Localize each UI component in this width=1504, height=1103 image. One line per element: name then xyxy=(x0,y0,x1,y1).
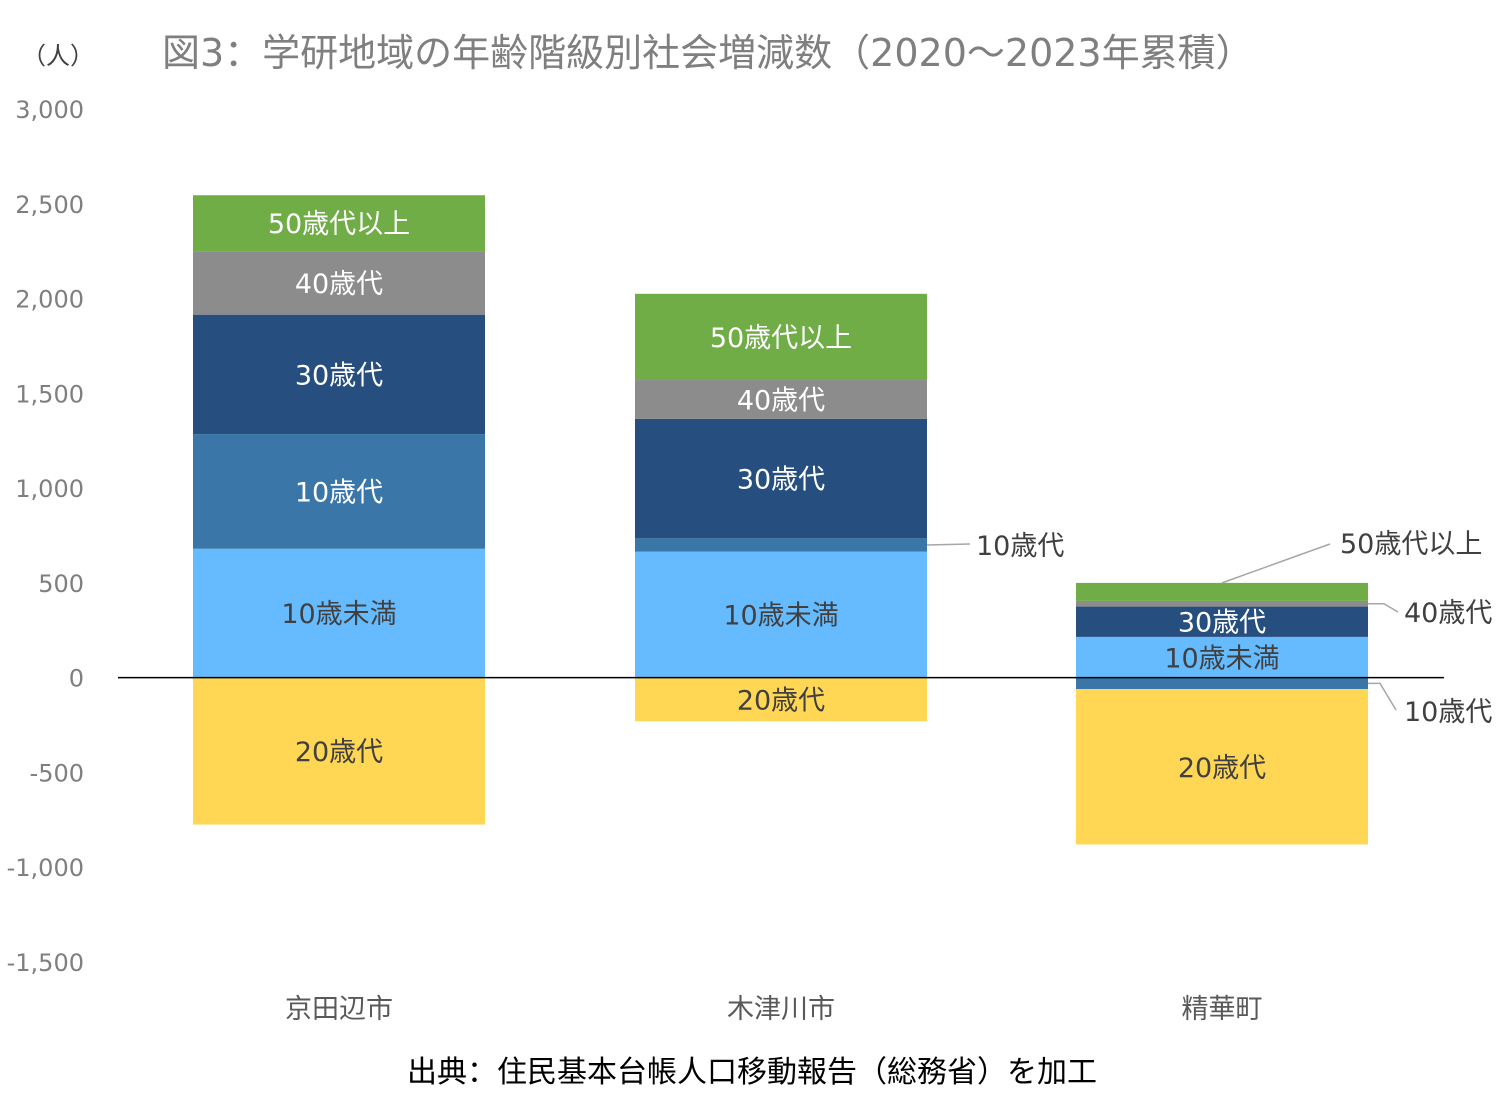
bar-segment xyxy=(635,538,927,552)
bar-segment xyxy=(635,418,927,539)
y-tick-label: 1,000 xyxy=(15,475,84,503)
bar-segment-label: 30歳代 xyxy=(295,360,383,391)
x-axis-ticks: 京田辺市 木津川市 精華町 xyxy=(285,994,1263,1025)
bar-segment xyxy=(193,677,485,825)
bar-segment-label: 20歳代 xyxy=(295,737,383,768)
callout-leader-line xyxy=(1368,602,1399,613)
bar-segment xyxy=(635,380,927,419)
bar-segment xyxy=(193,195,485,252)
bar-segment xyxy=(1076,689,1368,845)
bar-segment-label: 30歳代 xyxy=(737,465,825,496)
bar-segment-label: 20歳代 xyxy=(737,685,825,716)
x-tick-label: 京田辺市 xyxy=(285,994,393,1025)
bar-segment xyxy=(635,677,927,722)
y-axis-unit: （人） xyxy=(22,42,94,70)
bar-segment-label: 20歳代 xyxy=(1178,753,1266,784)
x-tick-label: 精華町 xyxy=(1182,994,1263,1025)
bar-segment xyxy=(1076,606,1368,637)
x-tick-label: 木津川市 xyxy=(727,994,835,1025)
bar-segment-label: 10歳未満 xyxy=(281,599,396,630)
bar-segment xyxy=(193,434,485,549)
bar-segment xyxy=(193,251,485,315)
bar-segment xyxy=(1076,636,1368,678)
bar-segment xyxy=(1076,677,1368,690)
y-tick-label: 1,500 xyxy=(15,380,84,408)
callout-label: 40歳代 xyxy=(1404,598,1492,629)
bar-segment-label: 10歳未満 xyxy=(723,601,838,632)
y-tick-label: 500 xyxy=(38,570,84,598)
bar-segment-label: 50歳代以上 xyxy=(710,323,852,354)
bar-segment-label: 50歳代以上 xyxy=(268,209,410,240)
bar-segment-label: 40歳代 xyxy=(737,385,825,416)
bar-segment xyxy=(193,548,485,678)
y-axis-ticks: 3,000 2,500 2,000 1,500 1,000 500 0 -500 -1,000 -… xyxy=(7,96,84,977)
source-note: 出典：住民基本台帳人口移動報告（総務省）を加工 xyxy=(407,1055,1097,1090)
y-tick-label: -1,000 xyxy=(7,854,84,882)
y-tick-label: -1,500 xyxy=(7,949,84,977)
y-tick-label: 2,000 xyxy=(15,286,84,314)
callout-label: 10歳代 xyxy=(1404,697,1492,728)
bar-segment xyxy=(635,293,927,381)
bar-segment-label: 40歳代 xyxy=(295,269,383,300)
callout-label: 50歳代以上 xyxy=(1340,529,1482,560)
callout-leader-line xyxy=(1368,682,1397,711)
bar-segment xyxy=(1076,600,1368,607)
bar-segment-label: 30歳代 xyxy=(1178,608,1266,639)
y-tick-label: 0 xyxy=(69,665,84,693)
callout-leader-line xyxy=(926,543,971,546)
bar-segment xyxy=(193,314,485,435)
bar-segment-label: 10歳代 xyxy=(295,477,383,508)
bars: 10歳未満 10歳代 30歳代 40歳代 50歳代以上 20歳代 10歳未満 30歳代 40歳代… xyxy=(193,195,1368,845)
chart-title: 図3：学研地域の年齢階級別社会増減数（2020～2023年累積） xyxy=(162,31,1254,75)
y-tick-label: -500 xyxy=(30,759,84,787)
bar-segment xyxy=(1076,582,1368,601)
y-tick-label: 2,500 xyxy=(15,191,84,219)
callout-labels: 10歳代 50歳代以上 40歳代 10歳代 xyxy=(926,529,1492,728)
callout-leader-line xyxy=(1221,543,1331,584)
bar-segment-label: 10歳未満 xyxy=(1164,643,1279,674)
y-tick-label: 3,000 xyxy=(15,96,84,124)
bar-segment xyxy=(635,551,927,678)
callout-label: 10歳代 xyxy=(976,531,1064,562)
